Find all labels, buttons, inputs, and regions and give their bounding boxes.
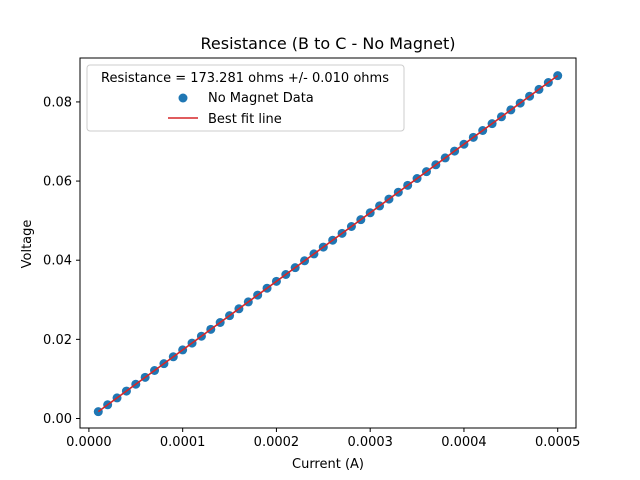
y-axis-label: Voltage [20, 220, 35, 269]
best-fit-line [97, 75, 559, 413]
axis-ticks: 0.0000 0.0001 0.0002 0.0003 0.0004 0.0005 0.00… [43, 95, 580, 450]
x-axis-label: Current (A) [292, 457, 364, 472]
axes-frame [79, 57, 577, 429]
y-tick-label: 0.06 [43, 175, 72, 190]
legend-entry-scatter: No Magnet Data [208, 91, 314, 106]
x-tick-label: 0.0001 [160, 435, 206, 450]
y-tick-label: 0.04 [43, 254, 72, 269]
plot-area [93, 71, 563, 417]
legend-scatter-marker [178, 93, 188, 103]
legend: Resistance = 173.281 ohms +/- 0.010 ohms… [86, 64, 405, 132]
x-tick-label: 0.0003 [347, 435, 393, 450]
x-tick-label: 0.0000 [66, 435, 112, 450]
x-tick-label: 0.0002 [254, 435, 300, 450]
chart-title: Resistance (B to C - No Magnet) [201, 34, 456, 53]
x-tick-label: 0.0004 [441, 435, 487, 450]
legend-entry-line: Best fit line [208, 112, 282, 127]
y-tick-label: 0.02 [43, 333, 72, 348]
y-tick-label: 0.00 [43, 412, 72, 427]
legend-box [86, 64, 405, 132]
y-tick-label: 0.08 [43, 95, 72, 110]
legend-title: Resistance = 173.281 ohms +/- 0.010 ohms [101, 71, 389, 86]
x-tick-label: 0.0005 [535, 435, 581, 450]
